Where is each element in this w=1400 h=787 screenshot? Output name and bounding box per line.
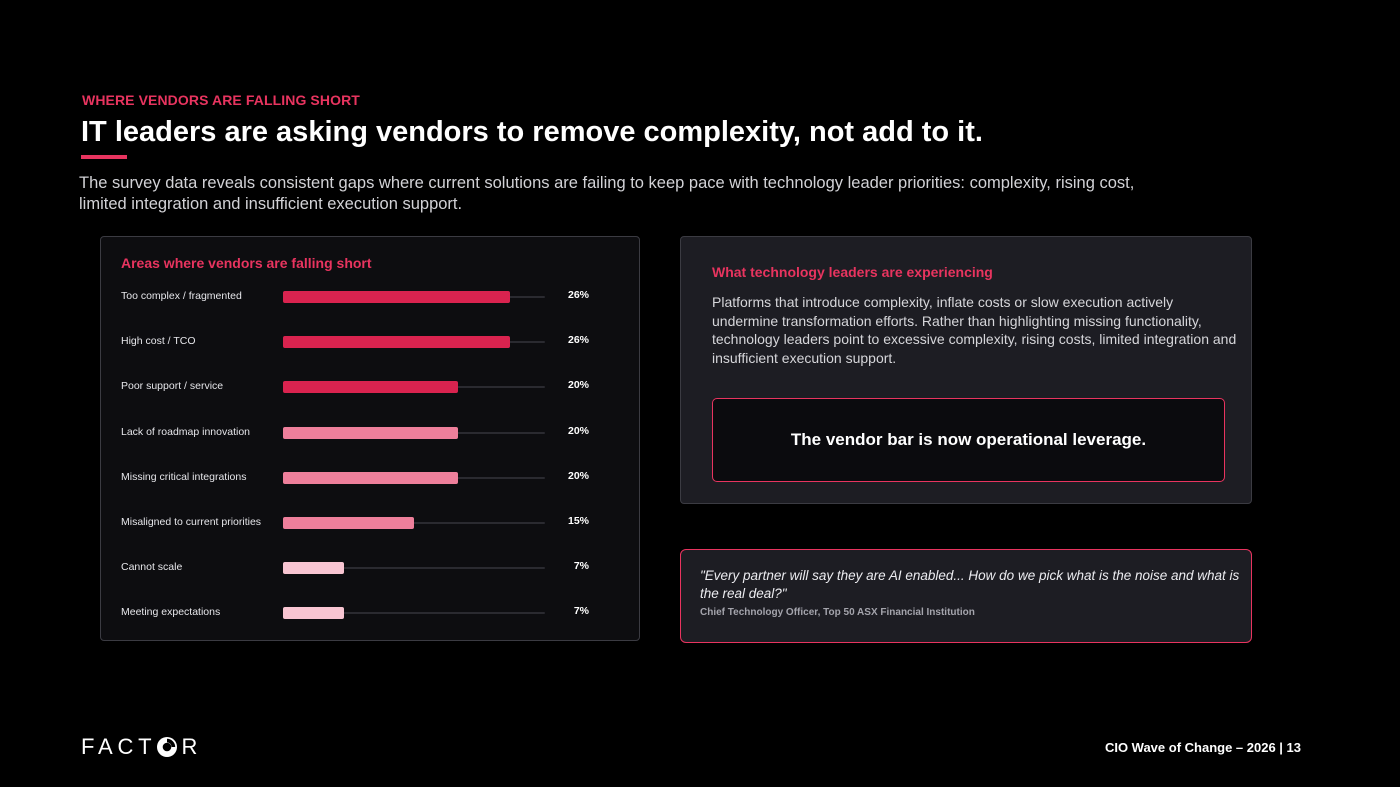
callout-box: The vendor bar is now operational levera…: [712, 398, 1225, 482]
bar-track: [283, 567, 545, 570]
callout-text: The vendor bar is now operational levera…: [790, 430, 1147, 449]
bar-row: Too complex / fragmented 26%: [101, 288, 641, 308]
bar-label: Misaligned to current priorities: [121, 516, 262, 528]
bar-value-label: 26%: [567, 334, 589, 347]
bar-label: Meeting expectations: [121, 606, 221, 619]
bar-value-label: 20%: [567, 469, 589, 482]
factor-o-icon: [157, 737, 178, 757]
bar-label: Poor support / service: [121, 380, 224, 393]
logo-text-end: R: [181, 734, 203, 759]
intro-paragraph: The survey data reveals consistent gaps …: [79, 174, 1135, 213]
bar-value-label: 26%: [567, 289, 589, 301]
page-title: IT leaders are asking vendors to remove …: [81, 116, 983, 148]
experience-body: Platforms that introduce complexity, inf…: [712, 294, 1237, 366]
factor-logo: FACT R: [81, 734, 202, 760]
bar-label: Cannot scale: [121, 561, 183, 574]
bar-track: [283, 522, 545, 524]
bar-value-label: 15%: [567, 515, 589, 527]
bar-chart-card: Areas where vendors are falling short To…: [100, 236, 640, 641]
bar: [283, 381, 458, 394]
bar-row: High cost / TCO 26%: [101, 333, 641, 353]
bar: [283, 607, 345, 620]
bar-row: Meeting expectations 7%: [101, 604, 641, 624]
bar-row: Misaligned to current priorities 15%: [101, 514, 641, 534]
bar-chart: Too complex / fragmented 26% High cost / T…: [101, 237, 641, 642]
bar-label: High cost / TCO: [121, 335, 196, 348]
quote-card: "Every partner will say they are AI enab…: [680, 549, 1252, 643]
bar: [283, 471, 458, 484]
title-underline: [81, 155, 127, 159]
bar-label: Lack of roadmap innovation: [121, 425, 250, 438]
bar-row: Missing critical integrations 20%: [101, 469, 641, 489]
bar-row: Cannot scale 7%: [101, 559, 641, 579]
bar: [283, 517, 414, 529]
bar-value-label: 7%: [573, 605, 589, 618]
bar-label: Too complex / fragmented: [121, 290, 242, 302]
bar: [283, 291, 511, 303]
bar-label: Missing critical integrations: [121, 470, 247, 483]
chart-title: Areas where vendors are falling short: [121, 255, 372, 271]
experience-title: What technology leaders are experiencing: [712, 264, 993, 280]
quote-attribution: Chief Technology Officer, Top 50 ASX Fin…: [700, 607, 975, 618]
page-footer: CIO Wave of Change – 2026 | 13: [1104, 740, 1301, 755]
bar-value-label: 7%: [573, 560, 589, 573]
bar-row: Lack of roadmap innovation 20%: [101, 424, 641, 444]
bar-value-label: 20%: [567, 379, 589, 392]
bar-row: Poor support / service 20%: [101, 378, 641, 398]
section-eyebrow: WHERE VENDORS ARE FALLING SHORT: [82, 92, 360, 108]
bar: [283, 426, 458, 439]
bar: [283, 336, 511, 349]
bar-value-label: 20%: [567, 424, 589, 437]
experience-card: What technology leaders are experiencing…: [680, 236, 1252, 504]
logo-text-start: FACT: [81, 734, 157, 759]
bar-track: [283, 612, 545, 615]
bar: [283, 562, 345, 575]
quote-text: "Every partner will say they are AI enab…: [700, 568, 1240, 601]
